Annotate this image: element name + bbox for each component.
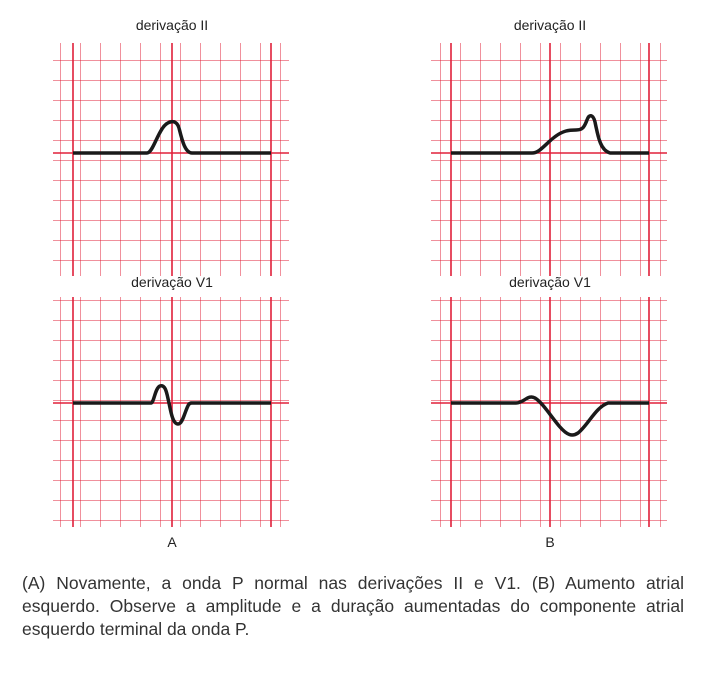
- ecg-grid: [53, 43, 289, 276]
- panel-b-lead-v1: derivação V1: [431, 274, 667, 527]
- figure-caption: (A) Novamente, a onda P normal nas deriv…: [22, 573, 684, 639]
- panel-a-lead-v1: derivação V1: [53, 274, 289, 527]
- lead-title-a-v1: derivação V1: [131, 274, 213, 290]
- panel-label-a: A: [167, 534, 177, 550]
- p-wave-trace: [451, 114, 649, 155]
- ecg-figure: derivação II derivação II derivação V1 d…: [53, 17, 667, 550]
- lead-title-b-ii: derivação II: [514, 17, 586, 33]
- panel-b-lead-ii: derivação II: [431, 17, 667, 276]
- panel-label-b: B: [545, 534, 554, 550]
- p-wave-trace: [73, 120, 271, 155]
- panel-a-lead-ii: derivação II: [53, 17, 289, 276]
- p-wave-trace: [451, 395, 649, 437]
- p-wave-trace: [73, 384, 271, 426]
- lead-title-b-v1: derivação V1: [509, 274, 591, 290]
- lead-title-a-ii: derivação II: [136, 17, 208, 33]
- ecg-grid: [431, 43, 667, 276]
